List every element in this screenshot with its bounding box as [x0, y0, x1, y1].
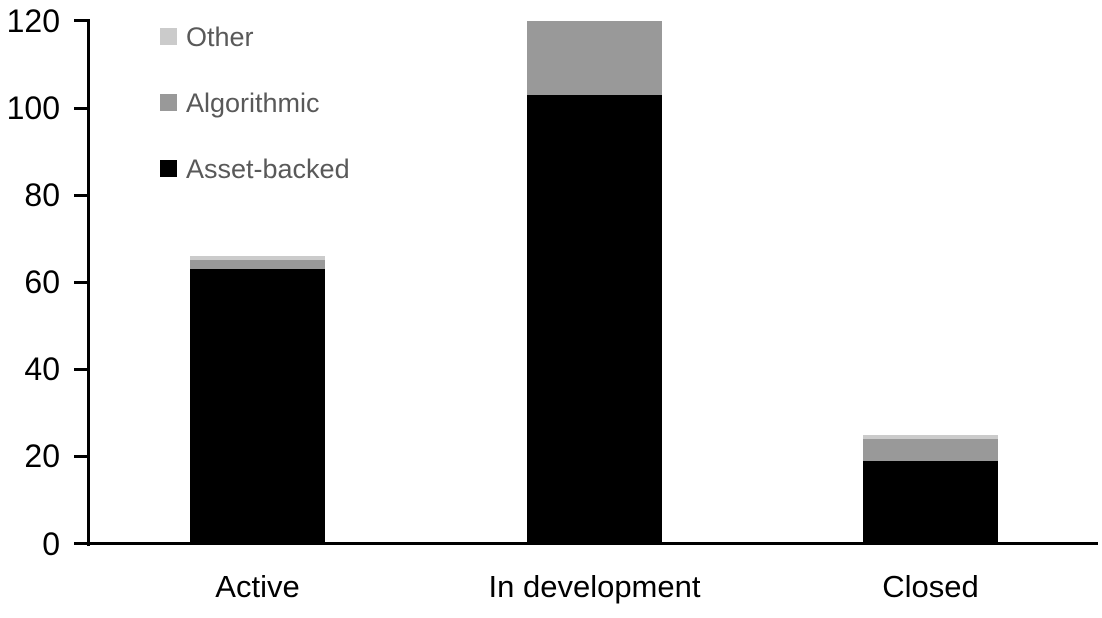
y-axis-tick-label: 100: [6, 90, 60, 127]
legend-swatch-algorithmic: [160, 94, 177, 111]
y-axis-tick: [74, 106, 87, 110]
bar-segment-algorithmic: [527, 20, 662, 95]
bar-segment-asset-backed: [863, 460, 998, 544]
x-axis-line: [87, 542, 1098, 545]
bar-segment-algorithmic: [190, 260, 325, 270]
y-axis-tick-label: 40: [24, 351, 60, 388]
y-axis-tick: [74, 19, 87, 23]
legend-item-algorithmic: Algorithmic: [160, 88, 350, 159]
legend-label: Asset-backed: [186, 154, 350, 184]
y-axis-tick: [74, 542, 87, 545]
y-axis-tick-label: 60: [24, 264, 60, 301]
x-axis-category-label: In development: [488, 569, 701, 604]
legend-item-asset-backed: Asset-backed: [160, 154, 350, 225]
bar-segment-asset-backed: [190, 269, 325, 544]
y-axis-tick-label: 20: [24, 438, 60, 475]
legend-label: Other: [186, 22, 254, 52]
legend-label: Algorithmic: [186, 88, 320, 118]
y-axis-tick: [74, 367, 87, 371]
y-axis-tick: [74, 454, 87, 458]
y-axis-tick-label: 0: [42, 525, 60, 562]
x-axis-category-label: Closed: [882, 569, 979, 604]
legend-item-other: Other: [160, 22, 350, 93]
chart-legend: Other Algorithmic Asset-backed: [160, 22, 350, 225]
y-axis-line: [87, 19, 90, 546]
legend-swatch-other: [160, 28, 177, 45]
y-axis-tick: [74, 193, 87, 197]
bar-segment-other: [190, 256, 325, 261]
y-axis-tick-label: 120: [6, 2, 60, 39]
y-axis-tick-label: 80: [24, 177, 60, 214]
x-axis-category-label: Active: [215, 569, 300, 604]
bar-segment-asset-backed: [527, 95, 662, 544]
y-axis-tick: [74, 280, 87, 284]
bar-segment-other: [863, 434, 998, 439]
bar-segment-algorithmic: [863, 438, 998, 461]
legend-swatch-asset-backed: [160, 160, 177, 177]
